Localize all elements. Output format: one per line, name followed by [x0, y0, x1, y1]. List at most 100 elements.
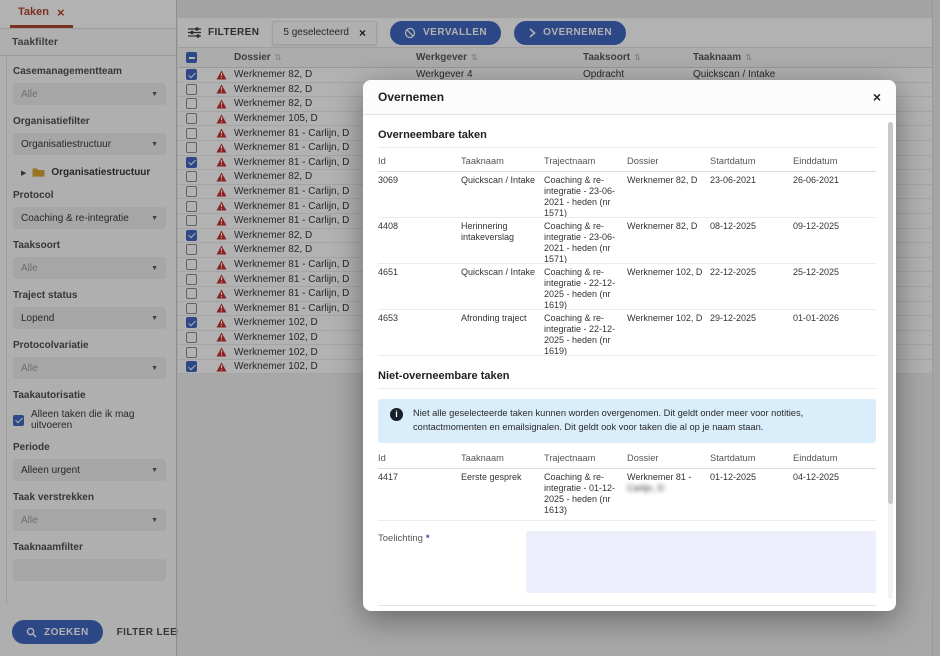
filter-select-casemanagementteam[interactable]: Alle ▼	[13, 83, 166, 105]
redacted-name: Carlijn, D	[627, 482, 665, 493]
required-marker: *	[425, 532, 430, 544]
cell-dossier: Werknemer 82, D	[627, 175, 698, 185]
cell-dossier: Werknemer 82, D	[627, 221, 698, 231]
filter-select-protocolvariatie[interactable]: Alle ▼	[13, 357, 166, 379]
vervallen-button[interactable]: VERVALLEN	[389, 20, 502, 45]
page-scrollbar[interactable]	[932, 0, 940, 656]
row-checkbox[interactable]	[186, 317, 197, 329]
top-strip	[178, 0, 940, 18]
overneembare-table-body: 3069 Quickscan / Intake Coaching & re-inte…	[378, 172, 876, 356]
filter-select-organisatiefilter[interactable]: Organisatiestructuur ▼	[13, 133, 166, 155]
row-checkbox[interactable]	[186, 127, 197, 139]
row-checkbox[interactable]	[186, 171, 197, 183]
filter-group-periode: Periode Alleen urgent ▼	[13, 442, 166, 481]
filter-select-taak-verstrekken[interactable]: Alle ▼	[13, 509, 166, 531]
overnemen-label: OVERNEMEN	[543, 27, 613, 38]
cell-trajectnaam: Coaching & re-integratie - 22-12-2025 - …	[544, 267, 616, 310]
filteren-button[interactable]: FILTEREN	[188, 27, 259, 38]
filter-leegmaken-button[interactable]: FILTER LEEGMAKEN	[116, 626, 224, 638]
info-text: Niet alle geselecteerde taken kunnen wor…	[413, 408, 804, 432]
row-checkbox[interactable]	[186, 259, 197, 271]
overnemen-button[interactable]: OVERNEMEN	[514, 20, 627, 45]
row-checkbox[interactable]	[186, 156, 197, 168]
tab-close-icon[interactable]: ×	[56, 4, 65, 20]
warning-icon	[216, 143, 234, 153]
filter-select-taaksoort[interactable]: Alle ▼	[13, 257, 166, 279]
selected-count-chip: 5 geselecteerd ×	[272, 20, 377, 45]
row-checkbox[interactable]	[186, 200, 197, 212]
cell-dossier: Werknemer 82, D	[234, 229, 313, 241]
row-checkbox[interactable]	[186, 288, 197, 300]
chevron-down-icon: ▼	[151, 140, 158, 148]
row-checkbox[interactable]	[186, 142, 197, 154]
row-checkbox[interactable]	[186, 302, 197, 314]
filter-value: Coaching & re-integratie	[21, 212, 129, 224]
filter-group-casemanagementteam: Casemanagementteam Alle ▼	[13, 66, 166, 105]
cell-dossier: Werknemer 105, D	[234, 113, 318, 125]
modal-column-trajectnaam: Trajectnaam	[544, 156, 596, 166]
filter-select-traject-status[interactable]: Lopend ▼	[13, 307, 166, 329]
row-checkbox[interactable]	[186, 346, 197, 358]
cell-taaknaam: Afronding traject	[461, 313, 527, 323]
modal-column-dossier: Dossier	[627, 156, 659, 166]
filter-select-periode[interactable]: Alleen urgent ▼	[13, 459, 166, 481]
toelichting-textarea[interactable]	[526, 530, 876, 593]
tree-item-label: Organisatiestructuur	[51, 167, 151, 178]
filter-value: Alle	[21, 262, 38, 274]
modal-header: Overnemen ×	[363, 80, 896, 115]
tab-bar: Taken ×	[0, 0, 176, 29]
chevron-down-icon: ▼	[151, 466, 158, 474]
row-checkbox[interactable]	[186, 98, 197, 110]
cell-einddatum: 09-12-2025	[793, 221, 840, 231]
cell-id: 4653	[378, 313, 399, 323]
sidebar: Taken × Taakfilter Casemanagementteam All…	[0, 0, 224, 656]
filter-label-taaksoort: Taaksoort	[13, 240, 61, 251]
zoeken-button[interactable]: ZOEKEN	[12, 620, 103, 644]
row-checkbox[interactable]	[186, 244, 197, 256]
row-checkbox[interactable]	[186, 229, 197, 241]
cell-dossier: Werknemer 81 - Carlijn, D	[234, 273, 350, 285]
toolbar: FILTEREN 5 geselecteerd × VERVALLEN OVER…	[178, 18, 940, 48]
cell-dossier: Werknemer 81 - Carlijn, D	[627, 471, 692, 493]
sort-icon: ⇅	[745, 53, 752, 62]
org-tree-item[interactable]: ▶ Organisatiestructuur	[21, 167, 166, 178]
select-all-checkbox[interactable]	[186, 52, 197, 63]
warning-icon	[216, 172, 234, 182]
tab-taken[interactable]: Taken ×	[10, 0, 73, 28]
toelichting-row: Toelichting *	[378, 530, 876, 593]
row-checkbox[interactable]	[186, 113, 197, 125]
filter-group-protocolvariatie: Protocolvariatie Alle ▼	[13, 340, 166, 379]
modal-footer: ANNULEREN OPSLAAN	[378, 604, 876, 611]
tree-expand-icon[interactable]: ▶	[21, 169, 27, 177]
row-checkbox[interactable]	[186, 186, 197, 198]
filter-select-protocol[interactable]: Coaching & re-integratie ▼	[13, 207, 166, 229]
toelichting-label: Toelichting *	[378, 532, 430, 544]
warning-icon	[216, 332, 234, 343]
modal-close-icon[interactable]: ×	[872, 89, 881, 105]
taaknaamfilter-input[interactable]	[13, 559, 166, 581]
row-checkbox[interactable]	[186, 215, 197, 227]
filter-value: Alle	[21, 514, 38, 526]
chip-close-icon[interactable]: ×	[358, 25, 366, 40]
row-checkbox[interactable]	[186, 273, 197, 285]
modal-scrollbar[interactable]	[888, 122, 893, 599]
cell-id: 4408	[378, 221, 399, 231]
row-checkbox[interactable]	[186, 83, 197, 95]
column-header-dossier[interactable]: Dossier ⇅	[234, 52, 282, 63]
column-header-werkgever[interactable]: Werkgever ⇅	[416, 52, 478, 63]
column-header-taaknaam[interactable]: Taaknaam ⇅	[693, 52, 752, 63]
cell-dossier: Werknemer 81 - Carlijn, D	[234, 200, 350, 212]
column-header-taaksoort[interactable]: Taaksoort ⇅	[583, 52, 641, 63]
checkbox-icon[interactable]	[13, 414, 24, 426]
warning-icon	[216, 157, 234, 167]
modal-scrollbar-thumb[interactable]	[888, 122, 893, 504]
cell-id: 4417	[378, 471, 399, 482]
row-checkbox[interactable]	[186, 69, 197, 81]
taakautorisatie-checkbox-row[interactable]: Alleen taken die ik mag uitvoeren	[13, 409, 166, 431]
vervallen-label: VERVALLEN	[422, 27, 488, 38]
cell-trajectnaam: Coaching & re-integratie - 23-06-2021 - …	[544, 175, 616, 218]
cell-dossier: Werknemer 81 - Carlijn, D	[234, 142, 350, 154]
row-checkbox[interactable]	[186, 331, 197, 343]
row-checkbox[interactable]	[186, 361, 197, 373]
